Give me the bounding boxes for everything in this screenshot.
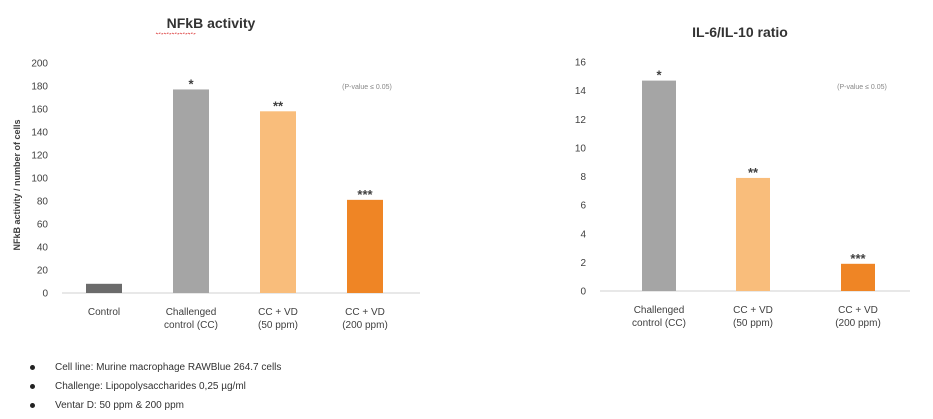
- bar: [642, 80, 676, 291]
- note-item: Cell line: Murine macrophage RAWBlue 264…: [30, 358, 281, 377]
- significance-label: *: [188, 76, 194, 91]
- significance-label: **: [748, 165, 759, 180]
- significance-label: **: [273, 98, 284, 113]
- note-item: Challenge: Lipopolysaccharides 0,25 µg/m…: [30, 377, 281, 396]
- y-tick-label: 14: [575, 86, 587, 97]
- x-category-label: CC + VD: [258, 307, 298, 318]
- chart-title: IL-6/IL-10 ratio: [692, 24, 788, 40]
- y-tick-label: 16: [575, 58, 587, 69]
- y-tick-label: 180: [31, 82, 48, 93]
- significance-label: ***: [850, 251, 866, 266]
- y-tick-label: 20: [37, 266, 49, 277]
- x-category-label: (200 ppm): [835, 318, 881, 329]
- y-axis-label: NFkB activity / number of cells: [12, 119, 22, 250]
- note-text: Cell line: Murine macrophage RAWBlue 264…: [55, 362, 282, 373]
- p-value-annotation: (P-value ≤ 0.05): [837, 84, 887, 91]
- significance-label: *: [656, 68, 662, 83]
- nfkb-activity-chart: NFkB activity NFkB activity / number of …: [12, 15, 420, 331]
- bar: [260, 111, 296, 293]
- bar: [736, 177, 770, 291]
- y-tick-label: 8: [580, 172, 586, 183]
- x-category-label: Control: [88, 307, 120, 318]
- note-item: Ventar D: 50 ppm & 200 ppm: [30, 396, 281, 415]
- note-text: Challenge: Lipopolysaccharides 0,25 µg/m…: [55, 381, 246, 392]
- y-tick-label: 140: [31, 128, 48, 139]
- x-category-label: Challenged: [634, 305, 685, 316]
- bar: [347, 199, 383, 293]
- y-tick-label: 6: [580, 201, 586, 212]
- y-tick-label: 2: [580, 258, 586, 269]
- x-category-label: control (CC): [632, 318, 686, 329]
- y-tick-label: 0: [580, 287, 586, 298]
- y-tick-label: 200: [31, 59, 48, 70]
- x-category-label: CC + VD: [345, 307, 385, 318]
- x-category-label: (200 ppm): [342, 320, 388, 331]
- y-tick-label: 120: [31, 151, 48, 162]
- y-tick-label: 40: [37, 243, 49, 254]
- chart-title: NFkB activity: [167, 15, 256, 31]
- note-text: Ventar D: 50 ppm & 200 ppm: [55, 400, 184, 411]
- charts-canvas: NFkB activity NFkB activity / number of …: [12, 15, 910, 331]
- y-tick-label: 100: [31, 174, 48, 185]
- y-tick-label: 10: [575, 143, 587, 154]
- y-tick-label: 0: [42, 289, 48, 300]
- bullet-icon: [30, 402, 35, 408]
- bar: [841, 263, 875, 291]
- y-tick-label: 160: [31, 105, 48, 116]
- x-category-label: (50 ppm): [258, 320, 298, 331]
- il6-il10-ratio-chart: IL-6/IL-10 ratio (P-value ≤ 0.05) 0 2 4 6 8 1…: [575, 24, 910, 329]
- x-category-label: CC + VD: [733, 305, 773, 316]
- y-tick-label: 12: [575, 115, 587, 126]
- x-category-label: Challenged: [166, 307, 217, 318]
- y-tick-label: 4: [580, 229, 586, 240]
- bar: [86, 283, 122, 293]
- experiment-notes: Cell line: Murine macrophage RAWBlue 264…: [30, 358, 281, 415]
- spellcheck-underline: [155, 32, 197, 35]
- p-value-annotation: (P-value ≤ 0.05): [342, 84, 392, 91]
- y-tick-label: 60: [37, 220, 49, 231]
- bullet-icon: [30, 364, 35, 370]
- bullet-icon: [30, 383, 35, 389]
- significance-label: ***: [357, 187, 373, 202]
- x-category-label: control (CC): [164, 320, 218, 331]
- x-category-label: CC + VD: [838, 305, 878, 316]
- y-tick-label: 80: [37, 197, 49, 208]
- bar: [173, 89, 209, 293]
- x-category-label: (50 ppm): [733, 318, 773, 329]
